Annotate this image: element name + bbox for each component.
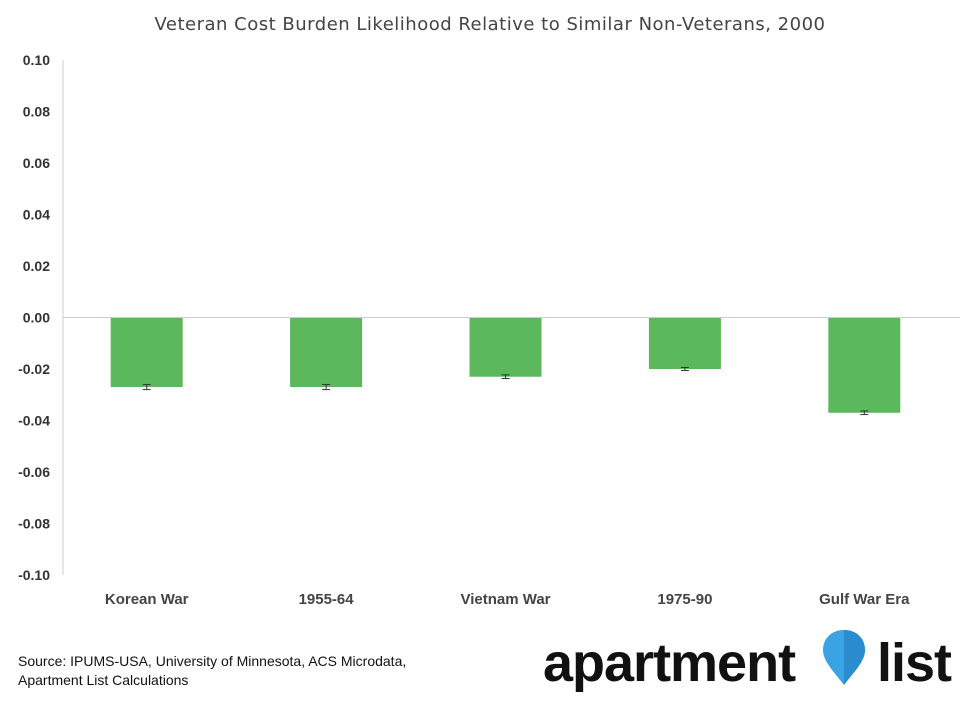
bar [469,317,542,377]
y-tick-label: -0.08 [18,516,50,532]
x-tick-label: 1955-64 [299,591,355,608]
logo-text-apartment: apartment [543,633,796,693]
y-tick-label: -0.04 [18,413,50,429]
y-tick-label: 0.04 [23,207,50,223]
logo-text-list: list [877,633,952,693]
bar [648,317,721,369]
source-line-1: Source: IPUMS-USA, University of Minneso… [18,653,407,669]
bar [828,317,901,413]
y-tick-label: 0.06 [23,155,50,171]
y-tick-label: 0.10 [23,52,50,68]
x-tick-label: Gulf War Era [819,591,910,608]
x-axis: Korean War 1955-64 Vietnam War 1975-90 Gulf … [63,317,960,608]
y-tick-label: 0.02 [23,258,50,274]
bar-chart: 0.10 0.08 0.06 0.04 0.02 0.00 -0.02 -0.04 -0.06 -… [18,52,960,608]
source-note: Source: IPUMS-USA, University of Minneso… [18,652,406,690]
x-tick-label: Korean War [105,591,189,608]
bar [290,317,363,388]
bar [110,317,183,388]
source-line-2: Apartment List Calculations [18,672,189,688]
y-tick-label: -0.02 [18,361,50,377]
location-pin-icon [823,630,865,685]
y-axis: 0.10 0.08 0.06 0.04 0.02 0.00 -0.02 -0.04 -0.06 -… [18,52,64,583]
y-tick-label: 0.08 [23,104,50,120]
y-tick-label: 0.00 [23,310,50,326]
x-tick-label: 1975-90 [657,591,712,608]
y-tick-label: -0.10 [18,567,50,583]
bars [110,317,901,416]
chart-title: Veteran Cost Burden Likelihood Relative … [154,14,826,35]
apartment-list-logo[interactable]: apartment list [543,628,963,698]
x-tick-label: Vietnam War [460,591,550,608]
y-tick-label: -0.06 [18,464,50,480]
